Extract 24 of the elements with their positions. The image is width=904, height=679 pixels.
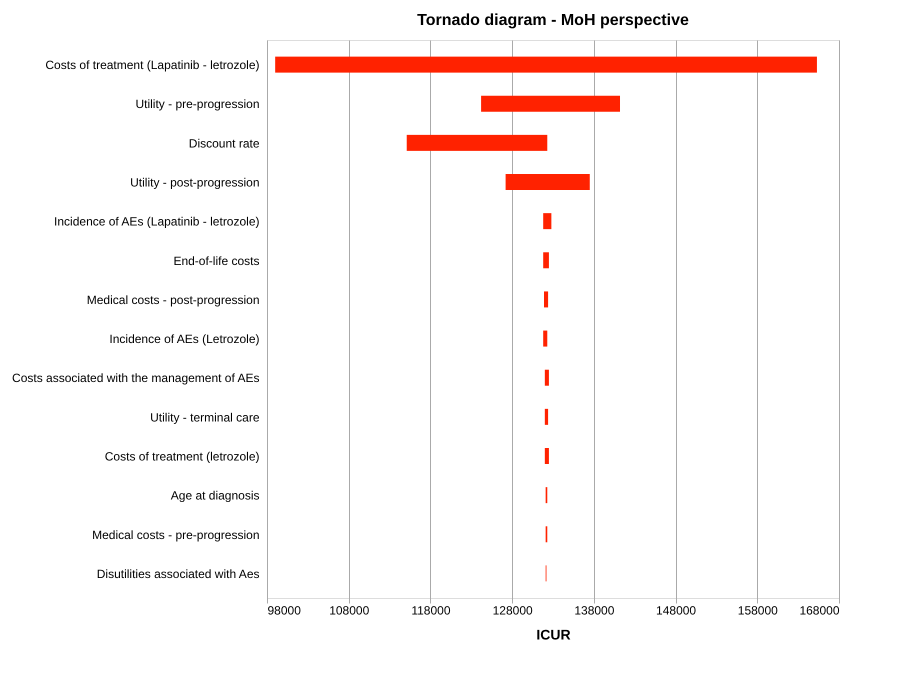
- y-tick-label: Medical costs - post-progression: [86, 292, 260, 307]
- y-tick-label: Utility - terminal care: [150, 410, 260, 424]
- y-tick-label: Disutilities associated with Aes: [96, 566, 260, 581]
- y-tick-label: Discount rate: [188, 136, 260, 150]
- y-tick-label: Costs of treatment (Lapatinib - letrozole): [45, 58, 260, 72]
- x-tick-label: 168000: [799, 604, 840, 618]
- chart-title: Tornado diagram - MoH perspective: [417, 12, 689, 29]
- y-tick-label: Age at diagnosis: [170, 488, 260, 503]
- x-tick-label: 98000: [268, 604, 302, 618]
- y-tick-label: Medical costs - pre-progression: [92, 528, 260, 542]
- y-tick-label: Utility - pre-progression: [135, 97, 260, 112]
- x-tick-label: 158000: [738, 604, 778, 618]
- y-tick-label: End-of-life costs: [173, 254, 260, 268]
- x-tick-label: 148000: [656, 604, 696, 618]
- x-tick-label: 128000: [492, 604, 533, 618]
- x-tick-label: 108000: [329, 604, 370, 618]
- x-tick-label: 138000: [574, 604, 615, 618]
- y-tick-label: Incidence of AEs (Letrozole): [109, 332, 260, 346]
- y-tick-label: Costs associated with the management of AEs: [12, 371, 260, 386]
- x-axis-title: ICUR: [536, 626, 571, 642]
- x-tick-label: 118000: [411, 604, 451, 618]
- y-tick-label: Incidence of AEs (Lapatinib - letrozole): [54, 214, 260, 229]
- y-tick-label: Costs of treatment (letrozole): [104, 450, 260, 464]
- y-tick-label: Utility - post-progression: [130, 176, 260, 190]
